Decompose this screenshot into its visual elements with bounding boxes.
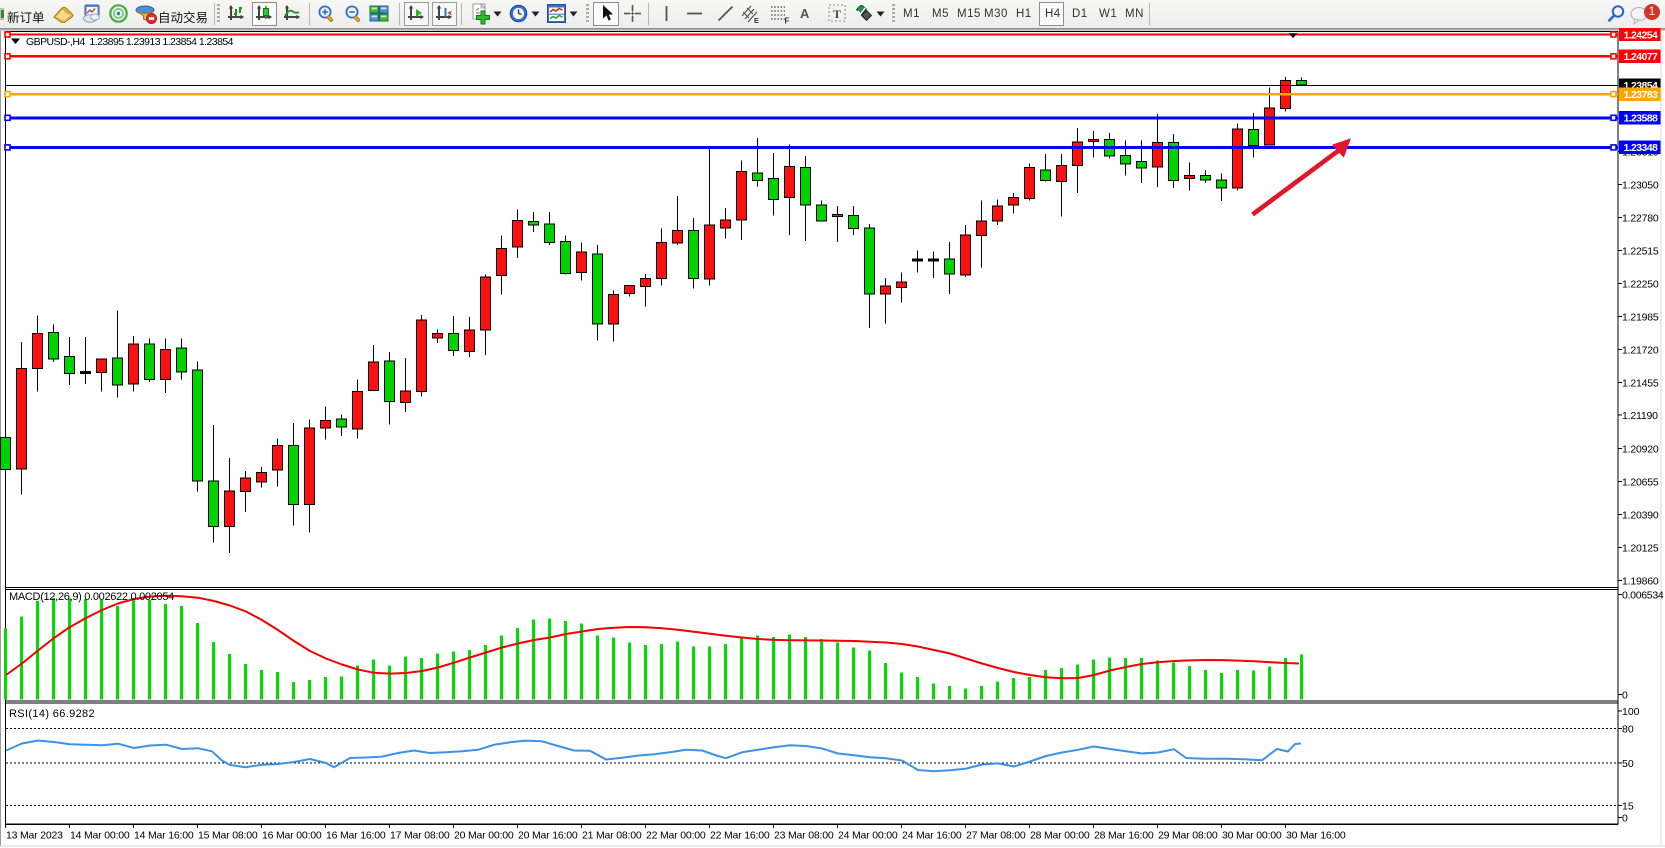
svg-text:RSI(14) 66.9282: RSI(14) 66.9282 bbox=[9, 708, 95, 720]
svg-text:MACD(12,26,9) 0.002622 0.00205: MACD(12,26,9) 0.002622 0.002054 bbox=[9, 591, 174, 603]
svg-text:1.23588: 1.23588 bbox=[1624, 113, 1659, 125]
svg-text:15 Mar 08:00: 15 Mar 08:00 bbox=[198, 830, 258, 842]
svg-text:1.20125: 1.20125 bbox=[1622, 543, 1659, 555]
svg-text:24 Mar 16:00: 24 Mar 16:00 bbox=[902, 830, 962, 842]
svg-text:21 Mar 08:00: 21 Mar 08:00 bbox=[582, 830, 642, 842]
svg-text:1.24077: 1.24077 bbox=[1624, 51, 1659, 63]
svg-text:28 Mar 16:00: 28 Mar 16:00 bbox=[1094, 830, 1154, 842]
svg-text:100: 100 bbox=[1622, 706, 1640, 718]
svg-text:30 Mar 16:00: 30 Mar 16:00 bbox=[1286, 830, 1346, 842]
svg-text:30 Mar 00:00: 30 Mar 00:00 bbox=[1222, 830, 1282, 842]
svg-text:GBPUSD-,H4 1.23895 1.23913 1.: GBPUSD-,H4 1.23895 1.23913 1.23854 1.238… bbox=[26, 36, 234, 48]
svg-text:1.22250: 1.22250 bbox=[1622, 279, 1659, 291]
svg-text:T: T bbox=[833, 7, 841, 21]
svg-text:1.19860: 1.19860 bbox=[1622, 575, 1659, 587]
svg-text:22 Mar 00:00: 22 Mar 00:00 bbox=[646, 830, 706, 842]
svg-text:1.20920: 1.20920 bbox=[1622, 444, 1659, 456]
svg-text:14 Mar 16:00: 14 Mar 16:00 bbox=[134, 830, 194, 842]
svg-text:1.24254: 1.24254 bbox=[1624, 29, 1659, 41]
svg-text:22 Mar 16:00: 22 Mar 16:00 bbox=[710, 830, 770, 842]
svg-text:1.23348: 1.23348 bbox=[1624, 142, 1659, 154]
svg-text:1.23050: 1.23050 bbox=[1622, 180, 1659, 192]
svg-text:29 Mar 08:00: 29 Mar 08:00 bbox=[1158, 830, 1218, 842]
svg-text:F: F bbox=[785, 17, 790, 25]
svg-text:50: 50 bbox=[1622, 758, 1634, 770]
svg-text:13 Mar 2023: 13 Mar 2023 bbox=[6, 830, 63, 842]
svg-text:14 Mar 00:00: 14 Mar 00:00 bbox=[70, 830, 130, 842]
svg-text:16 Mar 00:00: 16 Mar 00:00 bbox=[262, 830, 322, 842]
svg-text:0: 0 bbox=[1622, 813, 1628, 825]
svg-text:1.21985: 1.21985 bbox=[1622, 311, 1659, 323]
svg-text:15: 15 bbox=[1622, 800, 1634, 812]
svg-text:1.21720: 1.21720 bbox=[1622, 344, 1659, 356]
svg-text:80: 80 bbox=[1622, 724, 1634, 736]
svg-text:20 Mar 00:00: 20 Mar 00:00 bbox=[454, 830, 514, 842]
svg-text:1.23783: 1.23783 bbox=[1624, 89, 1659, 101]
svg-text:1.21455: 1.21455 bbox=[1622, 377, 1659, 389]
svg-text:16 Mar 16:00: 16 Mar 16:00 bbox=[326, 830, 386, 842]
svg-text:1.20390: 1.20390 bbox=[1622, 510, 1659, 522]
svg-text:1.20655: 1.20655 bbox=[1622, 477, 1659, 489]
svg-text:28 Mar 00:00: 28 Mar 00:00 bbox=[1030, 830, 1090, 842]
svg-text:17 Mar 08:00: 17 Mar 08:00 bbox=[390, 830, 450, 842]
svg-text:23 Mar 08:00: 23 Mar 08:00 bbox=[774, 830, 834, 842]
svg-text:E: E bbox=[754, 16, 759, 24]
svg-text:1.22780: 1.22780 bbox=[1622, 213, 1659, 225]
svg-text:1.21190: 1.21190 bbox=[1622, 410, 1658, 422]
svg-text:1.22515: 1.22515 bbox=[1622, 246, 1659, 258]
svg-text:24 Mar 00:00: 24 Mar 00:00 bbox=[838, 830, 898, 842]
svg-text:0: 0 bbox=[1622, 689, 1628, 701]
svg-text:20 Mar 16:00: 20 Mar 16:00 bbox=[518, 830, 578, 842]
svg-text:0.006534: 0.006534 bbox=[1622, 589, 1664, 601]
svg-text:27 Mar 08:00: 27 Mar 08:00 bbox=[966, 830, 1026, 842]
